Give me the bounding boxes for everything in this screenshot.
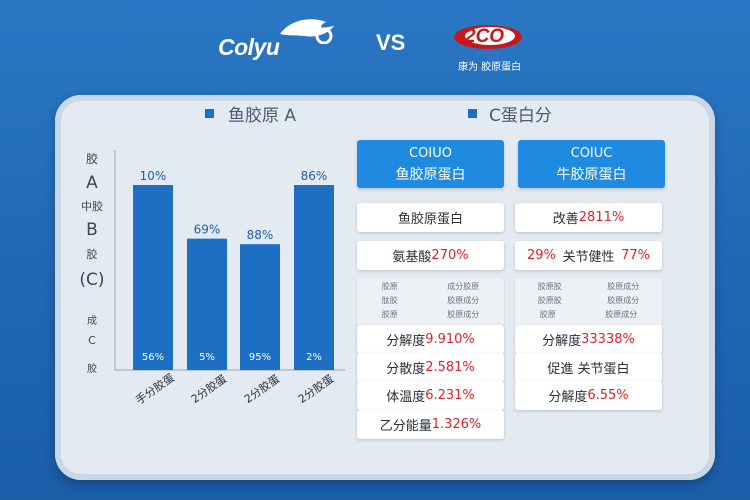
col-b-row3: 分解度 33338%: [515, 325, 662, 354]
y-label: C: [88, 334, 96, 347]
dolphin-icon: [280, 19, 334, 44]
brand-b-logo: 2CO: [465, 26, 505, 47]
brand-b-badge-icon: [454, 25, 522, 49]
col-b-row5-pct: 6.55%: [587, 388, 629, 403]
col-a-row2-pct: 270%: [431, 248, 469, 263]
col-b-row5-label: 分解度: [548, 390, 588, 405]
col-a-row5: 体温度 6.231%: [357, 381, 504, 410]
col-b-header: COIUC 牛胶原蛋白: [518, 140, 665, 188]
detail-text: 胶原成分: [607, 296, 640, 305]
x-tick-label: 手分胶蛋: [133, 370, 177, 407]
col-a-row6: 乙分能量 1.326%: [357, 410, 504, 439]
col-b-detail-block: 胶原胶 胶原成分 胶原胶 胶原成分 胶原 胶原成分: [515, 278, 662, 326]
detail-text: 胶原: [381, 310, 398, 319]
bar-inner-label: 5%: [199, 352, 215, 363]
col-b-row1: 改善 2811%: [515, 203, 662, 232]
y-label: 胶: [85, 152, 98, 166]
detail-text: 胶原: [539, 310, 556, 319]
col-a-row3-pct: 9.910%: [425, 332, 475, 347]
col-a-row2: 氨基酸 270%: [357, 241, 504, 270]
bar-value-label: 86%: [301, 169, 328, 183]
col-b-row4-text: 促進 关节蛋白: [547, 362, 630, 377]
bar-value-label: 10%: [140, 169, 167, 183]
col-a-row6-pct: 1.326%: [431, 417, 482, 432]
versus-label: VS: [376, 30, 406, 55]
bar-3: [294, 185, 334, 370]
detail-text: 胶原: [381, 282, 398, 291]
bar-inner-label: 2%: [306, 352, 322, 363]
y-label: 胶: [87, 364, 97, 375]
y-label: B: [86, 220, 98, 240]
col-b-title-en: COIUC: [570, 146, 613, 161]
col-a-row2-label: 氨基酸: [392, 250, 432, 265]
legend-b: C蛋白分: [468, 101, 552, 126]
bar-inner-label: 95%: [249, 352, 271, 363]
col-b-row5: 分解度 6.55%: [515, 381, 662, 410]
detail-text: 胶原成分: [447, 310, 480, 319]
bar-value-label: 88%: [247, 228, 274, 242]
legend-a-swatch: [205, 109, 214, 118]
detail-text: 胶原成分: [447, 296, 480, 305]
x-tick-label: 2分胶蛋: [295, 372, 336, 406]
col-a-row4-pct: 2.581%: [425, 360, 475, 375]
col-a-row5-pct: 6.231%: [425, 388, 475, 403]
col-b-row2-pct: 77%: [621, 248, 650, 263]
legend-b-swatch: [468, 109, 477, 118]
detail-text: 胶原胶: [537, 296, 562, 305]
detail-text: 成分胶原: [447, 282, 480, 291]
y-label: A: [86, 173, 98, 193]
col-a-row5-label: 体温度: [386, 390, 426, 405]
bar-0: [133, 185, 173, 370]
detail-text: 胶原胶: [537, 282, 562, 291]
bar-inner-label: 56%: [142, 352, 164, 363]
col-a-row6-label: 乙分能量: [379, 419, 432, 434]
col-b-row2: 29% 关节健性 77%: [515, 241, 662, 270]
col-b-row1-pct: 2811%: [578, 210, 625, 225]
col-b-row2-left: 29%: [527, 248, 556, 263]
col-a-header: COIUO 鱼胶原蛋白: [357, 140, 504, 188]
col-b-row1-label: 改善: [552, 212, 579, 227]
col-a-row1-text: 鱼胶原蛋白: [397, 212, 463, 227]
detail-text: 胶原成分: [607, 282, 640, 291]
col-a-row3-label: 分解度: [386, 334, 426, 349]
bar-1: [187, 238, 227, 370]
col-a-row1: 鱼胶原蛋白: [357, 203, 504, 232]
bar-value-label: 69%: [194, 223, 221, 237]
y-label: 成: [87, 316, 97, 327]
legend-a: 鱼胶原 A: [205, 101, 296, 126]
x-tick-label: 2分胶蛋: [188, 372, 229, 406]
x-tick-label: 2分胶蛋: [241, 372, 282, 406]
brand-b-subtitle: 康为 胶原蛋白: [458, 62, 522, 73]
legend-b-label: C蛋白分: [489, 106, 552, 126]
header: Colyu VS 2CO 康为 胶原蛋白: [0, 0, 750, 100]
col-a-title-en: COIUO: [409, 146, 452, 161]
col-b-row2-mid: 关节健性: [562, 250, 615, 265]
bar-2: [240, 244, 280, 370]
col-a-row3: 分解度 9.910%: [357, 325, 504, 354]
col-a-detail-block: 胶原 成分胶原 肽胶 胶原成分 胶原 胶原成分: [357, 278, 504, 326]
col-a-row4-label: 分散度: [386, 362, 426, 377]
col-b-row4: 促進 关节蛋白: [515, 353, 662, 382]
y-label: 胶: [86, 248, 98, 261]
y-axis-labels: 胶 A 中胶 B 胶 (C) 成 C 胶: [76, 140, 106, 380]
detail-text: 胶原成分: [605, 310, 638, 319]
col-b-row3-label: 分解度: [542, 334, 582, 349]
y-label: 中胶: [81, 200, 103, 213]
legend-a-label: 鱼胶原 A: [228, 106, 297, 126]
col-a-title-zh: 鱼胶原蛋白: [395, 167, 466, 183]
brand-a-logo: Colyu: [218, 34, 280, 60]
detail-text: 肽胶: [381, 296, 398, 305]
y-label: (C): [79, 270, 105, 290]
col-b-title-zh: 牛胶原蛋白: [556, 167, 627, 183]
col-a-row4: 分散度 2.581%: [357, 353, 504, 382]
col-b-row3-pct: 33338%: [581, 332, 635, 347]
